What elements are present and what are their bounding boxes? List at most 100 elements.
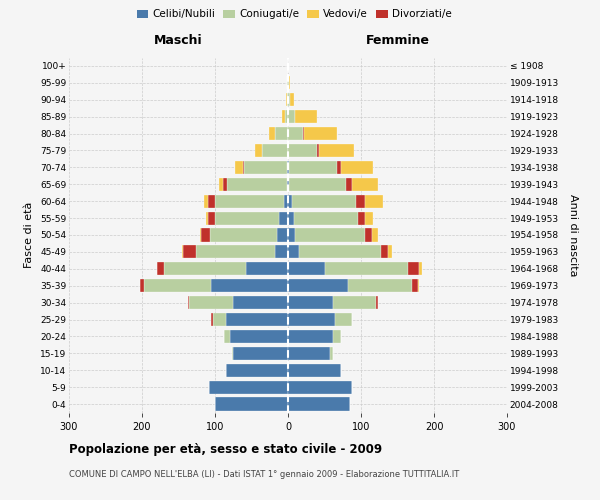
Bar <box>183 246 196 258</box>
Bar <box>288 76 289 90</box>
Y-axis label: Anni di nascita: Anni di nascita <box>568 194 578 276</box>
Bar <box>288 127 302 140</box>
Bar <box>227 178 287 191</box>
Bar <box>208 212 215 224</box>
Bar <box>333 330 341 343</box>
Bar <box>209 380 288 394</box>
Bar <box>190 296 233 309</box>
Bar <box>287 161 288 174</box>
Bar <box>331 346 332 360</box>
Bar <box>201 228 210 241</box>
Bar <box>230 330 288 343</box>
Bar <box>333 296 376 309</box>
Bar <box>206 212 208 224</box>
Bar <box>335 313 352 326</box>
Text: Femmine: Femmine <box>365 34 430 48</box>
Bar <box>269 127 275 140</box>
Bar <box>213 313 226 326</box>
Bar <box>299 246 381 258</box>
Bar <box>288 194 292 208</box>
Bar <box>288 144 317 157</box>
Bar <box>412 279 418 292</box>
Bar <box>288 279 348 292</box>
Bar <box>288 313 335 326</box>
Bar <box>188 296 190 309</box>
Bar <box>211 313 213 326</box>
Bar <box>288 228 295 241</box>
Bar <box>255 144 262 157</box>
Bar <box>288 178 289 191</box>
Bar <box>196 246 275 258</box>
Bar <box>164 262 245 276</box>
Bar <box>288 296 333 309</box>
Bar <box>286 93 287 106</box>
Bar <box>337 161 341 174</box>
Bar <box>365 194 383 208</box>
Bar <box>200 228 201 241</box>
Bar <box>262 144 288 157</box>
Bar <box>352 178 378 191</box>
Bar <box>277 228 288 241</box>
Bar <box>288 262 325 276</box>
Bar <box>288 346 331 360</box>
Bar <box>220 178 223 191</box>
Bar <box>287 178 288 191</box>
Bar <box>418 279 419 292</box>
Bar <box>289 178 346 191</box>
Bar <box>287 76 288 90</box>
Bar <box>365 228 372 241</box>
Bar <box>356 194 365 208</box>
Bar <box>140 279 144 292</box>
Bar <box>288 364 341 377</box>
Bar <box>282 110 285 124</box>
Bar <box>235 161 243 174</box>
Bar <box>279 212 288 224</box>
Bar <box>295 110 317 124</box>
Bar <box>288 330 333 343</box>
Bar <box>288 161 289 174</box>
Bar <box>289 161 337 174</box>
Bar <box>211 279 288 292</box>
Bar <box>290 93 294 106</box>
Bar <box>223 178 227 191</box>
Bar <box>365 212 373 224</box>
Bar <box>244 161 287 174</box>
Bar <box>341 161 373 174</box>
Bar <box>381 246 388 258</box>
Bar <box>245 262 288 276</box>
Bar <box>288 398 350 410</box>
Bar <box>289 76 290 90</box>
Text: COMUNE DI CAMPO NELL'ELBA (LI) - Dati ISTAT 1° gennaio 2009 - Elaborazione TUTTI: COMUNE DI CAMPO NELL'ELBA (LI) - Dati IS… <box>69 470 459 479</box>
Bar <box>288 110 295 124</box>
Bar <box>288 246 299 258</box>
Bar <box>232 346 233 360</box>
Bar <box>288 212 294 224</box>
Y-axis label: Fasce di età: Fasce di età <box>25 202 34 268</box>
Bar <box>275 127 288 140</box>
Bar <box>182 246 183 258</box>
Bar <box>325 262 409 276</box>
Bar <box>226 313 288 326</box>
Bar <box>376 296 378 309</box>
Bar <box>372 228 378 241</box>
Bar <box>285 110 288 124</box>
Legend: Celibi/Nubili, Coniugati/e, Vedovi/e, Divorziati/e: Celibi/Nubili, Coniugati/e, Vedovi/e, Di… <box>133 5 455 24</box>
Bar <box>204 194 208 208</box>
Text: Popolazione per età, sesso e stato civile - 2009: Popolazione per età, sesso e stato civil… <box>69 442 382 456</box>
Bar <box>358 212 365 224</box>
Bar <box>317 144 319 157</box>
Bar <box>419 262 422 276</box>
Bar <box>157 262 164 276</box>
Text: Maschi: Maschi <box>154 34 203 48</box>
Bar <box>215 398 288 410</box>
Bar <box>243 161 244 174</box>
Bar <box>346 178 352 191</box>
Bar <box>302 127 304 140</box>
Bar <box>224 330 230 343</box>
Bar <box>295 228 365 241</box>
Bar <box>284 194 288 208</box>
Bar <box>226 364 288 377</box>
Bar <box>288 93 290 106</box>
Bar <box>144 279 211 292</box>
Bar <box>215 212 279 224</box>
